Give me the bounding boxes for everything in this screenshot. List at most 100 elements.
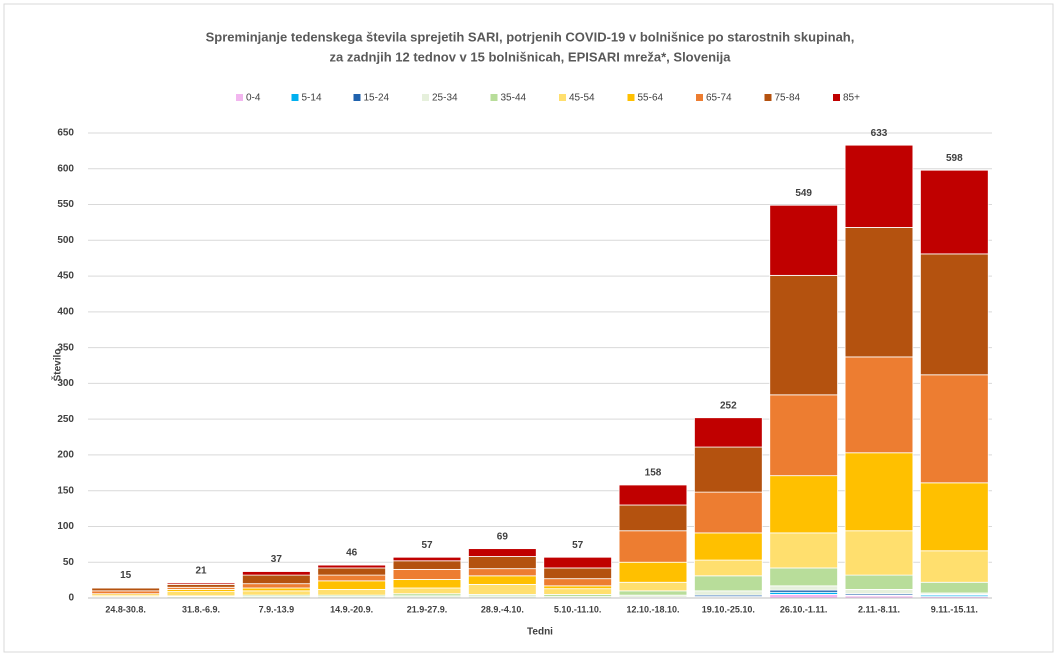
bar-segment (769, 204, 838, 276)
total-label: 252 (720, 400, 737, 411)
bar-segment (392, 568, 462, 580)
total-label: 158 (645, 468, 662, 479)
bar-segment (91, 590, 160, 595)
x-tick-label: 21.9-27.9. (407, 604, 448, 614)
total-label: 57 (421, 540, 433, 551)
bar-segment (618, 561, 688, 583)
legend-label: 0-4 (246, 93, 261, 104)
bar-segment (317, 580, 386, 590)
bar-segment (166, 591, 236, 597)
bar-segment (317, 589, 386, 596)
y-tick-label: 250 (57, 414, 74, 425)
bar-segment (392, 579, 462, 589)
x-axis-label: Tedni (527, 627, 553, 638)
legend-swatch (291, 94, 299, 101)
y-tick-label: 100 (57, 521, 74, 532)
bar-segment (242, 590, 311, 596)
legend-label: 75-84 (775, 93, 801, 104)
bar-segment (468, 568, 537, 577)
bar-segment (392, 587, 462, 595)
bar-segment (844, 144, 914, 228)
legend-label: 45-54 (569, 93, 595, 104)
y-axis-label: Število (51, 349, 64, 382)
total-label: 549 (795, 188, 812, 199)
legend-label: 55-64 (638, 93, 664, 104)
x-tick-label: 19.10.-25.10. (702, 604, 755, 614)
bar-segment (694, 417, 763, 448)
legend-swatch (764, 94, 772, 101)
legend-swatch (833, 94, 840, 101)
bar-segment (468, 584, 537, 595)
y-tick-label: 150 (57, 485, 74, 496)
bar-segment (694, 491, 763, 534)
bar-segment (920, 550, 989, 583)
total-label: 598 (946, 153, 963, 164)
bar-segment (543, 567, 612, 580)
legend-swatch (490, 94, 498, 101)
bar-segment (844, 452, 914, 532)
x-tick-label: 12.10.-18.10. (626, 604, 679, 614)
x-tick-label: 31.8.-6.9. (182, 604, 220, 614)
bar-segment (920, 374, 989, 484)
total-label: 69 (497, 531, 509, 542)
bar-segment (543, 585, 612, 590)
x-tick-label: 24.8-30.8. (105, 604, 146, 614)
bar-segment (920, 253, 989, 376)
total-label: 633 (871, 128, 888, 139)
bar-segment (844, 574, 914, 590)
bar-segment (317, 564, 386, 569)
bar-segment (920, 482, 989, 552)
chart-title: Spreminjanje tedenskega števila sprejeti… (206, 29, 855, 44)
bar-segment (769, 475, 838, 534)
y-tick-label: 350 (57, 342, 74, 353)
legend-label: 15-24 (364, 93, 390, 104)
legend-label: 5-14 (302, 93, 322, 104)
bar-segment (166, 582, 236, 585)
legend-swatch (627, 94, 635, 101)
legend-swatch (696, 94, 703, 101)
bar-segment (618, 581, 688, 592)
bar-segment (468, 575, 537, 585)
bar-segment (242, 583, 311, 589)
bar-segment (618, 484, 688, 506)
bar-segment (769, 274, 838, 396)
bar-segment (694, 446, 763, 493)
bar-segment (91, 586, 160, 589)
bar-segment (543, 578, 612, 587)
legend-swatch (353, 94, 361, 101)
bar-segment (392, 556, 462, 562)
bar-segment (317, 567, 386, 576)
bar-segment (694, 559, 763, 577)
bar-segment (543, 556, 612, 569)
x-tick-label: 7.9.-13.9 (259, 604, 295, 614)
bar-segment (242, 571, 311, 576)
y-tick-label: 400 (57, 306, 74, 317)
bar-segment (468, 548, 537, 557)
bar-segment (920, 581, 989, 594)
bar-segment (844, 530, 914, 576)
total-label: 46 (346, 548, 358, 559)
legend-swatch (236, 94, 243, 101)
x-tick-label: 28.9.-4.10. (481, 604, 524, 614)
y-tick-label: 0 (68, 593, 74, 604)
bar-segment (769, 585, 838, 591)
bar-segment (166, 584, 236, 588)
bar-segment (618, 590, 688, 596)
x-tick-label: 26.10.-1.11. (780, 604, 828, 614)
bar-segment (694, 590, 763, 596)
y-tick-label: 550 (57, 199, 74, 210)
legend-label: 25-34 (432, 93, 458, 104)
bar-segment (769, 532, 838, 569)
bar-segment (317, 574, 386, 582)
total-label: 21 (195, 566, 207, 577)
bar-segment (91, 587, 160, 592)
y-tick-label: 300 (57, 378, 74, 389)
y-tick-label: 650 (57, 128, 74, 139)
bar-segment (920, 169, 989, 255)
bar-segment (844, 227, 914, 358)
x-tick-label: 2.11.-8.11. (858, 604, 900, 614)
bar-segment (694, 532, 763, 561)
y-tick-label: 200 (57, 450, 74, 461)
bar-segment (844, 356, 914, 454)
